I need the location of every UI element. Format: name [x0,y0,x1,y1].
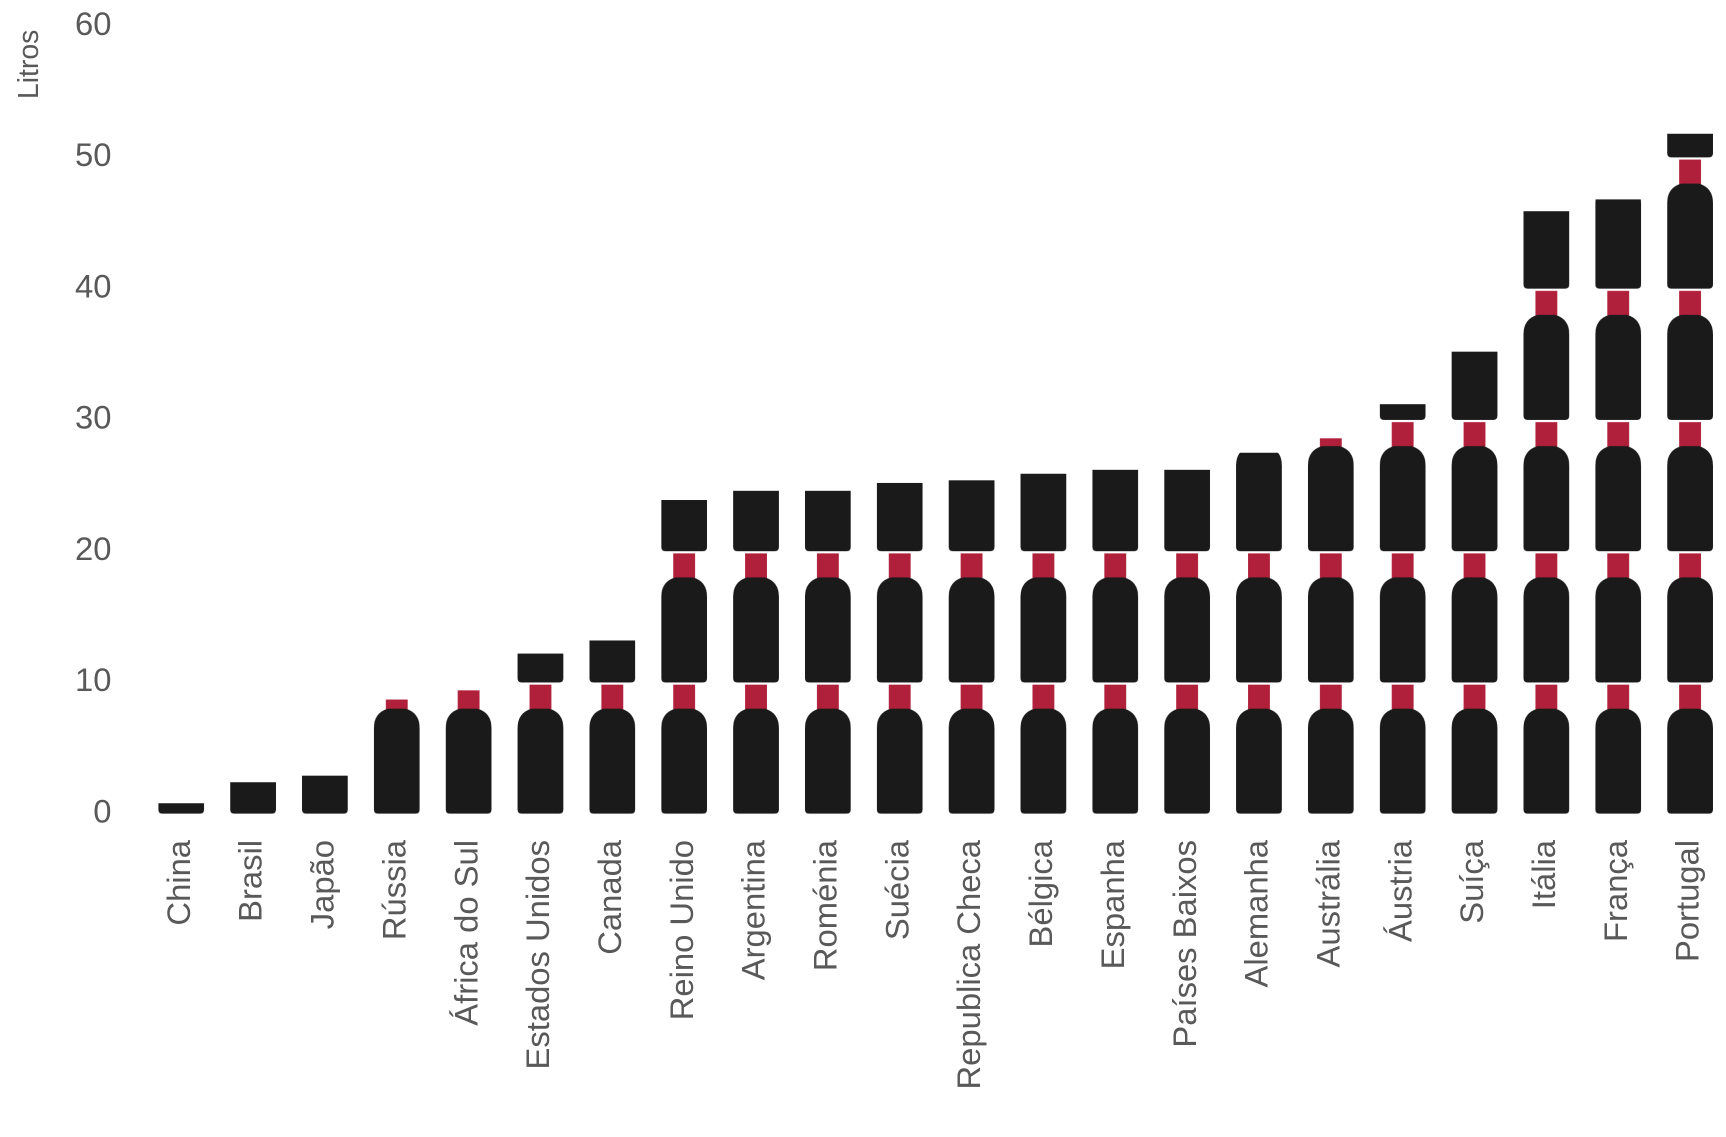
y-tick-label: 60 [75,5,111,42]
x-tick-label: Estados Unidos [519,840,556,1070]
bar [733,490,779,814]
x-tick-label: Portugal [1669,840,1706,962]
bar [1451,351,1498,814]
x-tick-label: Canada [591,839,628,955]
y-tick-label: 50 [75,136,111,173]
x-tick-label: Áustria [1381,839,1418,942]
x-tick-label: Brasil [232,840,269,922]
y-tick-label: 40 [75,267,111,304]
x-tick-label: Suécia [878,839,915,940]
bar [1667,133,1714,814]
bar [158,803,205,814]
x-tick-label: Roménia [807,839,844,971]
bar [876,482,923,814]
bar [1595,199,1642,814]
y-tick-label: 20 [75,530,111,567]
bar [373,699,420,814]
bar [1020,473,1067,814]
x-tick-label: Bélgica [1022,839,1059,947]
bar [1379,404,1426,814]
x-tick-label: Rússia [375,839,412,940]
y-tick-label: 10 [75,661,111,698]
y-tick-label: 0 [93,792,111,829]
x-tick-label: Argentina [735,839,772,980]
x-tick-label: Espanha [1094,839,1131,969]
x-tick-label: África do Sul [447,840,484,1026]
x-tick-label: Austrália [1309,839,1346,967]
bar [1523,211,1570,814]
bar [445,690,492,814]
x-tick-label: Itália [1525,839,1562,909]
bar [804,490,851,814]
x-tick-label: Países Baixos [1166,840,1203,1048]
y-tick-label: 30 [75,399,111,436]
x-tick-label: Japão [304,840,341,929]
bar [1092,469,1139,814]
bar [1236,452,1282,814]
bar [661,500,708,814]
bar [517,653,564,814]
x-tick-label: Alemanha [1238,839,1275,987]
x-tick-label: França [1597,839,1634,942]
bar [948,480,995,814]
x-tick-label: Reino Unido [663,840,700,1020]
x-tick-label: China [160,839,197,925]
x-tick-label: Suíça [1453,839,1490,924]
bar [589,640,636,814]
bar [301,775,348,814]
bar [1164,469,1211,814]
x-tick-label: Republica Checa [950,839,987,1089]
y-axis-label: Litros [13,30,45,99]
bar [1307,438,1354,814]
bar [230,782,277,814]
